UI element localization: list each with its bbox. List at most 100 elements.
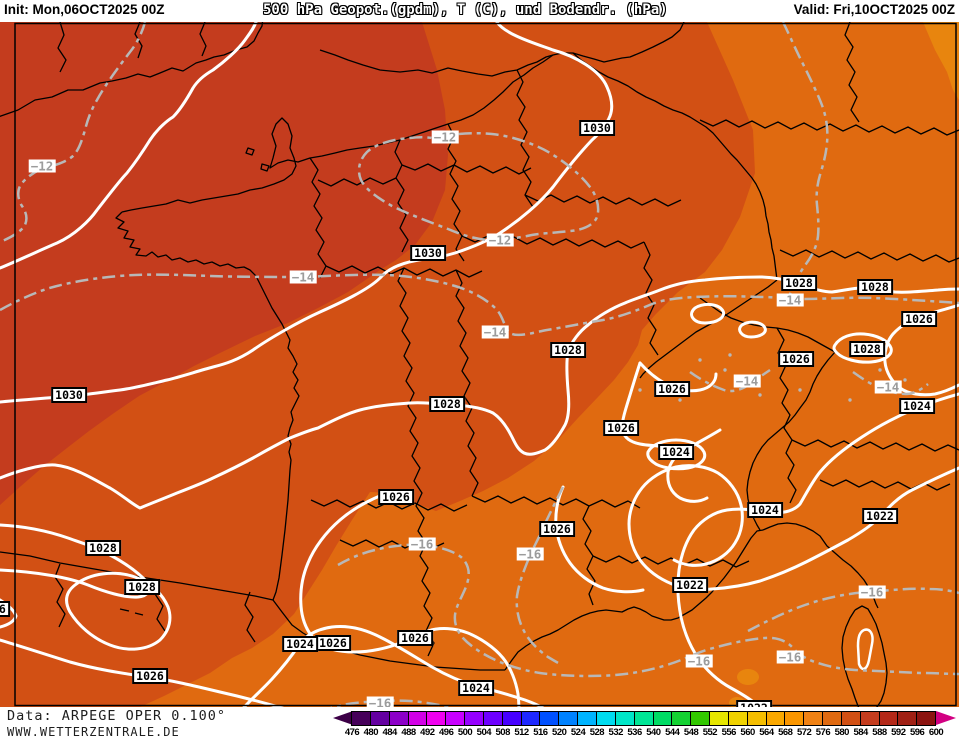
- map-frame: [14, 22, 957, 707]
- colorbar-cell: [369, 711, 390, 726]
- temperature-label: −16: [858, 584, 886, 600]
- temperature-label: −14: [874, 379, 902, 395]
- colorbar-cell: [482, 711, 503, 726]
- colorbar-cell: [822, 711, 842, 726]
- colorbar-value: 544: [665, 727, 680, 738]
- init-time-label: Init: Mon,06OCT2025 00Z: [4, 2, 165, 17]
- temperature-label: −16: [685, 653, 713, 669]
- colorbar-cell: [464, 711, 484, 726]
- temperature-label: −12: [486, 232, 514, 248]
- colorbar-cell: [859, 711, 880, 726]
- colorbar-cell: [652, 711, 673, 726]
- colorbar-value: 564: [759, 727, 774, 738]
- isobar-label: 1026: [315, 635, 351, 651]
- map-header: Init: Mon,06OCT2025 00Z 500 hPa Geopot.(…: [0, 0, 959, 22]
- isobar-label: 1026: [132, 668, 168, 684]
- temperature-label: −14: [289, 269, 317, 285]
- colorbar-cell: [614, 711, 635, 726]
- colorbar-value: 488: [401, 727, 416, 738]
- colorbar-value: 524: [570, 727, 586, 738]
- isobar-label: 1024: [458, 680, 494, 696]
- colorbar-cell: [916, 711, 937, 726]
- colorbar-cell: [426, 711, 447, 726]
- temperature-dots: [638, 353, 907, 402]
- isobar-label: 1028: [849, 341, 885, 357]
- colorbar-value: 556: [721, 727, 737, 738]
- colorbar-value: 484: [382, 727, 397, 738]
- colorbar-value: 528: [589, 727, 605, 738]
- isobar-label: 1026: [901, 311, 937, 327]
- isobar-label: 1026: [654, 381, 690, 397]
- colorbar-left-arrow: [333, 711, 353, 725]
- isobar-label: 1028: [550, 342, 586, 358]
- isobar-label: 1022: [736, 700, 772, 707]
- colorbar-value: 516: [533, 727, 548, 738]
- colorbar-cell: [709, 711, 729, 726]
- colorbar-value: 512: [514, 727, 529, 738]
- colorbar-cell: [558, 711, 579, 726]
- colorbar-value: 588: [872, 727, 887, 738]
- colorbar-cell: [445, 711, 466, 726]
- map-area: 1030 1030 1030 1028 1028 1028 1028 1028 1028 1028…: [0, 22, 959, 707]
- temperature-label: −16: [408, 536, 436, 552]
- colorbar-value: 480: [363, 727, 379, 738]
- colorbar-value: 492: [420, 727, 435, 738]
- isobar-label: 1026: [603, 420, 639, 436]
- colorbar-cell: [351, 711, 371, 726]
- temperature-label: −16: [366, 696, 394, 707]
- colorbar-value: 600: [928, 727, 944, 738]
- isobar-label: 1030: [51, 387, 87, 403]
- colorbar-cell: [520, 711, 541, 726]
- valid-time-label: Valid: Fri,10OCT2025 00Z: [793, 2, 955, 17]
- isobar-label: 1028: [781, 275, 817, 291]
- isobar-label: 1026: [778, 351, 814, 367]
- colorbar-value: 536: [627, 727, 642, 738]
- colorbar-cell: [407, 711, 428, 726]
- colorbar-value: 548: [683, 727, 699, 738]
- isobar-label: 1024: [747, 502, 783, 518]
- colorbar-cell: [501, 711, 522, 726]
- contour-label-layer: 1030 1030 1030 1028 1028 1028 1028 1028 1028 1028…: [0, 22, 959, 707]
- temperature-label: −12: [28, 158, 56, 174]
- colorbar-cell: [388, 711, 409, 726]
- temperature-label: −12: [431, 129, 459, 145]
- isobar-label: 1028: [429, 396, 465, 412]
- isobar-label: 1026: [539, 521, 575, 537]
- colorbar-value: 504: [476, 727, 492, 738]
- colorbar-value: 508: [495, 727, 511, 738]
- colorbar-cell: [690, 711, 711, 726]
- colorbar-values: 476 480 484 488 492 496 500 504 508 512 516 520 524 5…: [345, 727, 944, 739]
- colorbar-cell: [577, 711, 597, 726]
- colorbar-cell: [595, 711, 616, 726]
- temperature-label: −14: [776, 292, 804, 308]
- map-footer: Data: ARPEGE OPER 0.100° WWW.WETTERZENTR…: [0, 707, 959, 741]
- temperature-label: −14: [733, 373, 761, 389]
- colorbar-value: 596: [909, 727, 925, 738]
- colorbar-value: 532: [608, 727, 624, 738]
- isobar-label: 1028: [85, 540, 121, 556]
- map-title: 500 hPa Geopot.(gpdm), T (C), und Bodend…: [263, 2, 668, 18]
- colorbar-cell: [878, 711, 899, 726]
- colorbar-value: 476: [344, 727, 360, 738]
- colorbar-cell: [803, 711, 824, 726]
- isobar-label: 1022: [672, 577, 708, 593]
- colorbar-cells: [351, 711, 937, 726]
- colorbar-cell: [746, 711, 767, 726]
- colorbar-cell: [765, 711, 786, 726]
- colorbar-value: 568: [778, 727, 793, 738]
- temperature-label: −16: [516, 546, 544, 562]
- website-label: WWW.WETTERZENTRALE.DE: [7, 725, 180, 739]
- colorbar-cell: [840, 711, 861, 726]
- isobar-label: 1026: [0, 601, 10, 617]
- isobar-label: 1026: [378, 489, 414, 505]
- colorbar-value: 560: [740, 727, 755, 738]
- data-source-label: Data: ARPEGE OPER 0.100°: [7, 708, 227, 724]
- colorbar-cell: [784, 711, 805, 726]
- colorbar-cell: [671, 711, 692, 726]
- colorbar-value: 584: [853, 727, 868, 738]
- isobar-label: 1030: [579, 120, 615, 136]
- colorbar-cell: [727, 711, 748, 726]
- isobar-label: 1030: [410, 245, 446, 261]
- colorbar-right-arrow: [936, 711, 956, 725]
